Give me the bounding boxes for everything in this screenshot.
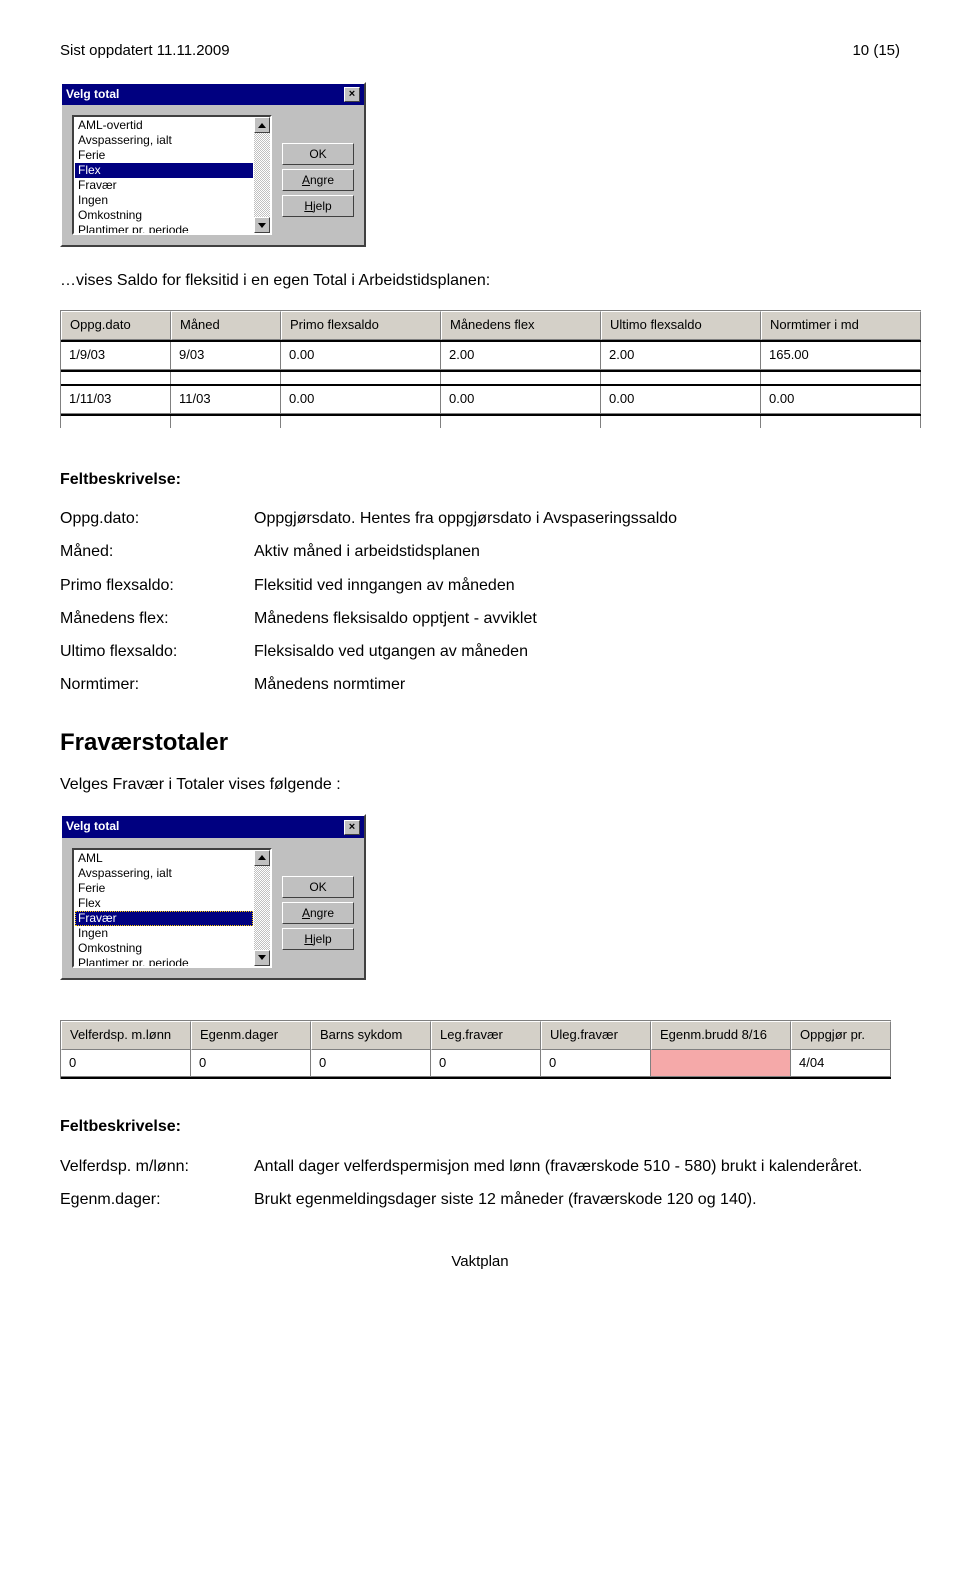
defs1-title: Feltbeskrivelse: — [60, 468, 900, 491]
page-number: 10 (15) — [852, 40, 900, 62]
scroll-up-icon[interactable] — [254, 117, 270, 133]
definition-value: Oppgjørsdato. Hentes fra oppgjørsdato i … — [254, 507, 900, 530]
definition-value: Månedens normtimer — [254, 673, 900, 696]
defs2-title: Feltbeskrivelse: — [60, 1115, 900, 1138]
table-cell: 0 — [431, 1050, 541, 1078]
cancel-button[interactable]: Angre — [282, 169, 354, 191]
list-item[interactable]: Ingen — [75, 193, 253, 208]
table-cell: 0.00 — [281, 342, 441, 370]
table-cell: 0 — [311, 1050, 431, 1078]
list-item[interactable]: AML — [75, 851, 253, 866]
list-item[interactable]: Ferie — [75, 881, 253, 896]
definition-term: Velferdsp. m/lønn: — [60, 1155, 240, 1178]
table-cell: 0.00 — [761, 386, 921, 414]
definition-value: Antall dager velferdspermisjon med lønn … — [254, 1155, 900, 1178]
column-header[interactable]: Normtimer i md — [761, 311, 921, 340]
velg-total-dialog-1: Velg total × AML-overtidAvspassering, ia… — [60, 82, 366, 247]
dialog-title: Velg total — [66, 86, 119, 103]
list-item[interactable]: Fravær — [75, 911, 253, 926]
table-cell: 0 — [61, 1050, 191, 1078]
ok-button[interactable]: OK — [282, 876, 354, 898]
list-item[interactable]: Avspassering, ialt — [75, 133, 253, 148]
column-header[interactable]: Leg.fravær — [431, 1021, 541, 1050]
definition-term: Primo flexsaldo: — [60, 574, 240, 597]
list-item[interactable]: Plantimer pr. periode — [75, 223, 253, 233]
list-item[interactable]: Avspassering, ialt — [75, 866, 253, 881]
list-item[interactable]: Flex — [75, 896, 253, 911]
caption-1: …vises Saldo for fleksitid i en egen Tot… — [60, 269, 900, 292]
list-item[interactable]: Plantimer pr. periode — [75, 956, 253, 966]
column-header[interactable]: Måned — [171, 311, 281, 340]
sec2-para: Velges Fravær i Totaler vises følgende : — [60, 773, 900, 796]
scroll-down-icon[interactable] — [254, 217, 270, 233]
updated-date: Sist oppdatert 11.11.2009 — [60, 40, 230, 62]
table-cell: 0.00 — [281, 386, 441, 414]
column-header[interactable]: Primo flexsaldo — [281, 311, 441, 340]
table-cell — [651, 1050, 791, 1078]
column-header[interactable]: Ultimo flexsaldo — [601, 311, 761, 340]
total-listbox-2[interactable]: AMLAvspassering, ialtFerieFlexFraværInge… — [72, 848, 272, 968]
definition-term: Normtimer: — [60, 673, 240, 696]
table-cell: 2.00 — [601, 342, 761, 370]
velg-total-dialog-2: Velg total × AMLAvspassering, ialtFerieF… — [60, 814, 366, 979]
definition-value: Fleksisaldo ved utgangen av måneden — [254, 640, 900, 663]
cancel-button[interactable]: Angre — [282, 902, 354, 924]
scrollbar[interactable] — [254, 850, 270, 966]
help-button[interactable]: Hjelp — [282, 928, 354, 950]
list-item[interactable]: Ferie — [75, 148, 253, 163]
table-cell: 9/03 — [171, 342, 281, 370]
scroll-up-icon[interactable] — [254, 850, 270, 866]
table-cell: 0.00 — [601, 386, 761, 414]
column-header[interactable]: Egenm.brudd 8/16 — [651, 1021, 791, 1050]
close-icon[interactable]: × — [344, 820, 360, 835]
definition-value: Fleksitid ved inngangen av måneden — [254, 574, 900, 597]
definition-term: Egenm.dager: — [60, 1188, 240, 1211]
table-cell: 1/9/03 — [61, 342, 171, 370]
scroll-down-icon[interactable] — [254, 950, 270, 966]
table-cell: 2.00 — [441, 342, 601, 370]
column-header[interactable]: Oppg.dato — [61, 311, 171, 340]
table-cell: 0.00 — [441, 386, 601, 414]
list-item[interactable]: AML-overtid — [75, 118, 253, 133]
definition-term: Måned: — [60, 540, 240, 563]
dialog-title: Velg total — [66, 818, 119, 835]
close-icon[interactable]: × — [344, 87, 360, 102]
list-item[interactable]: Omkostning — [75, 208, 253, 223]
table-cell: 0 — [191, 1050, 311, 1078]
list-item[interactable]: Flex — [75, 163, 253, 178]
scrollbar[interactable] — [254, 117, 270, 233]
definition-value: Brukt egenmeldingsdager siste 12 måneder… — [254, 1188, 900, 1211]
column-header[interactable]: Egenm.dager — [191, 1021, 311, 1050]
total-listbox-1[interactable]: AML-overtidAvspassering, ialtFerieFlexFr… — [72, 115, 272, 235]
column-header[interactable]: Månedens flex — [441, 311, 601, 340]
column-header[interactable]: Velferdsp. m.lønn — [61, 1021, 191, 1050]
table-cell: 11/03 — [171, 386, 281, 414]
column-header[interactable]: Barns sykdom — [311, 1021, 431, 1050]
column-header[interactable]: Uleg.fravær — [541, 1021, 651, 1050]
definition-term: Oppg.dato: — [60, 507, 240, 530]
help-button[interactable]: Hjelp — [282, 195, 354, 217]
table-cell: 4/04 — [791, 1050, 891, 1078]
definition-value: Månedens fleksisaldo opptjent - avviklet — [254, 607, 900, 630]
definition-term: Månedens flex: — [60, 607, 240, 630]
flexsaldo-table: Oppg.datoMånedPrimo flexsaldoMånedens fl… — [60, 310, 921, 428]
table-cell: 1/11/03 — [61, 386, 171, 414]
fravaer-table: Velferdsp. m.lønnEgenm.dagerBarns sykdom… — [60, 1020, 891, 1080]
field-descriptions-1: Oppg.dato: Oppgjørsdato. Hentes fra oppgj… — [60, 507, 900, 696]
table-cell: 165.00 — [761, 342, 921, 370]
list-item[interactable]: Fravær — [75, 178, 253, 193]
definition-term: Ultimo flexsaldo: — [60, 640, 240, 663]
fravaerstotaler-heading: Fraværstotaler — [60, 726, 900, 761]
dialog-titlebar: Velg total × — [62, 84, 364, 105]
field-descriptions-2: Velferdsp. m/lønn: Antall dager velferdsp… — [60, 1155, 900, 1211]
definition-value: Aktiv måned i arbeidstidsplanen — [254, 540, 900, 563]
page-header: Sist oppdatert 11.11.2009 10 (15) — [60, 40, 900, 62]
list-item[interactable]: Omkostning — [75, 941, 253, 956]
dialog-titlebar: Velg total × — [62, 816, 364, 837]
ok-button[interactable]: OK — [282, 143, 354, 165]
page-footer: Vaktplan — [60, 1251, 900, 1273]
table-cell: 0 — [541, 1050, 651, 1078]
column-header[interactable]: Oppgjør pr. — [791, 1021, 891, 1050]
list-item[interactable]: Ingen — [75, 926, 253, 941]
